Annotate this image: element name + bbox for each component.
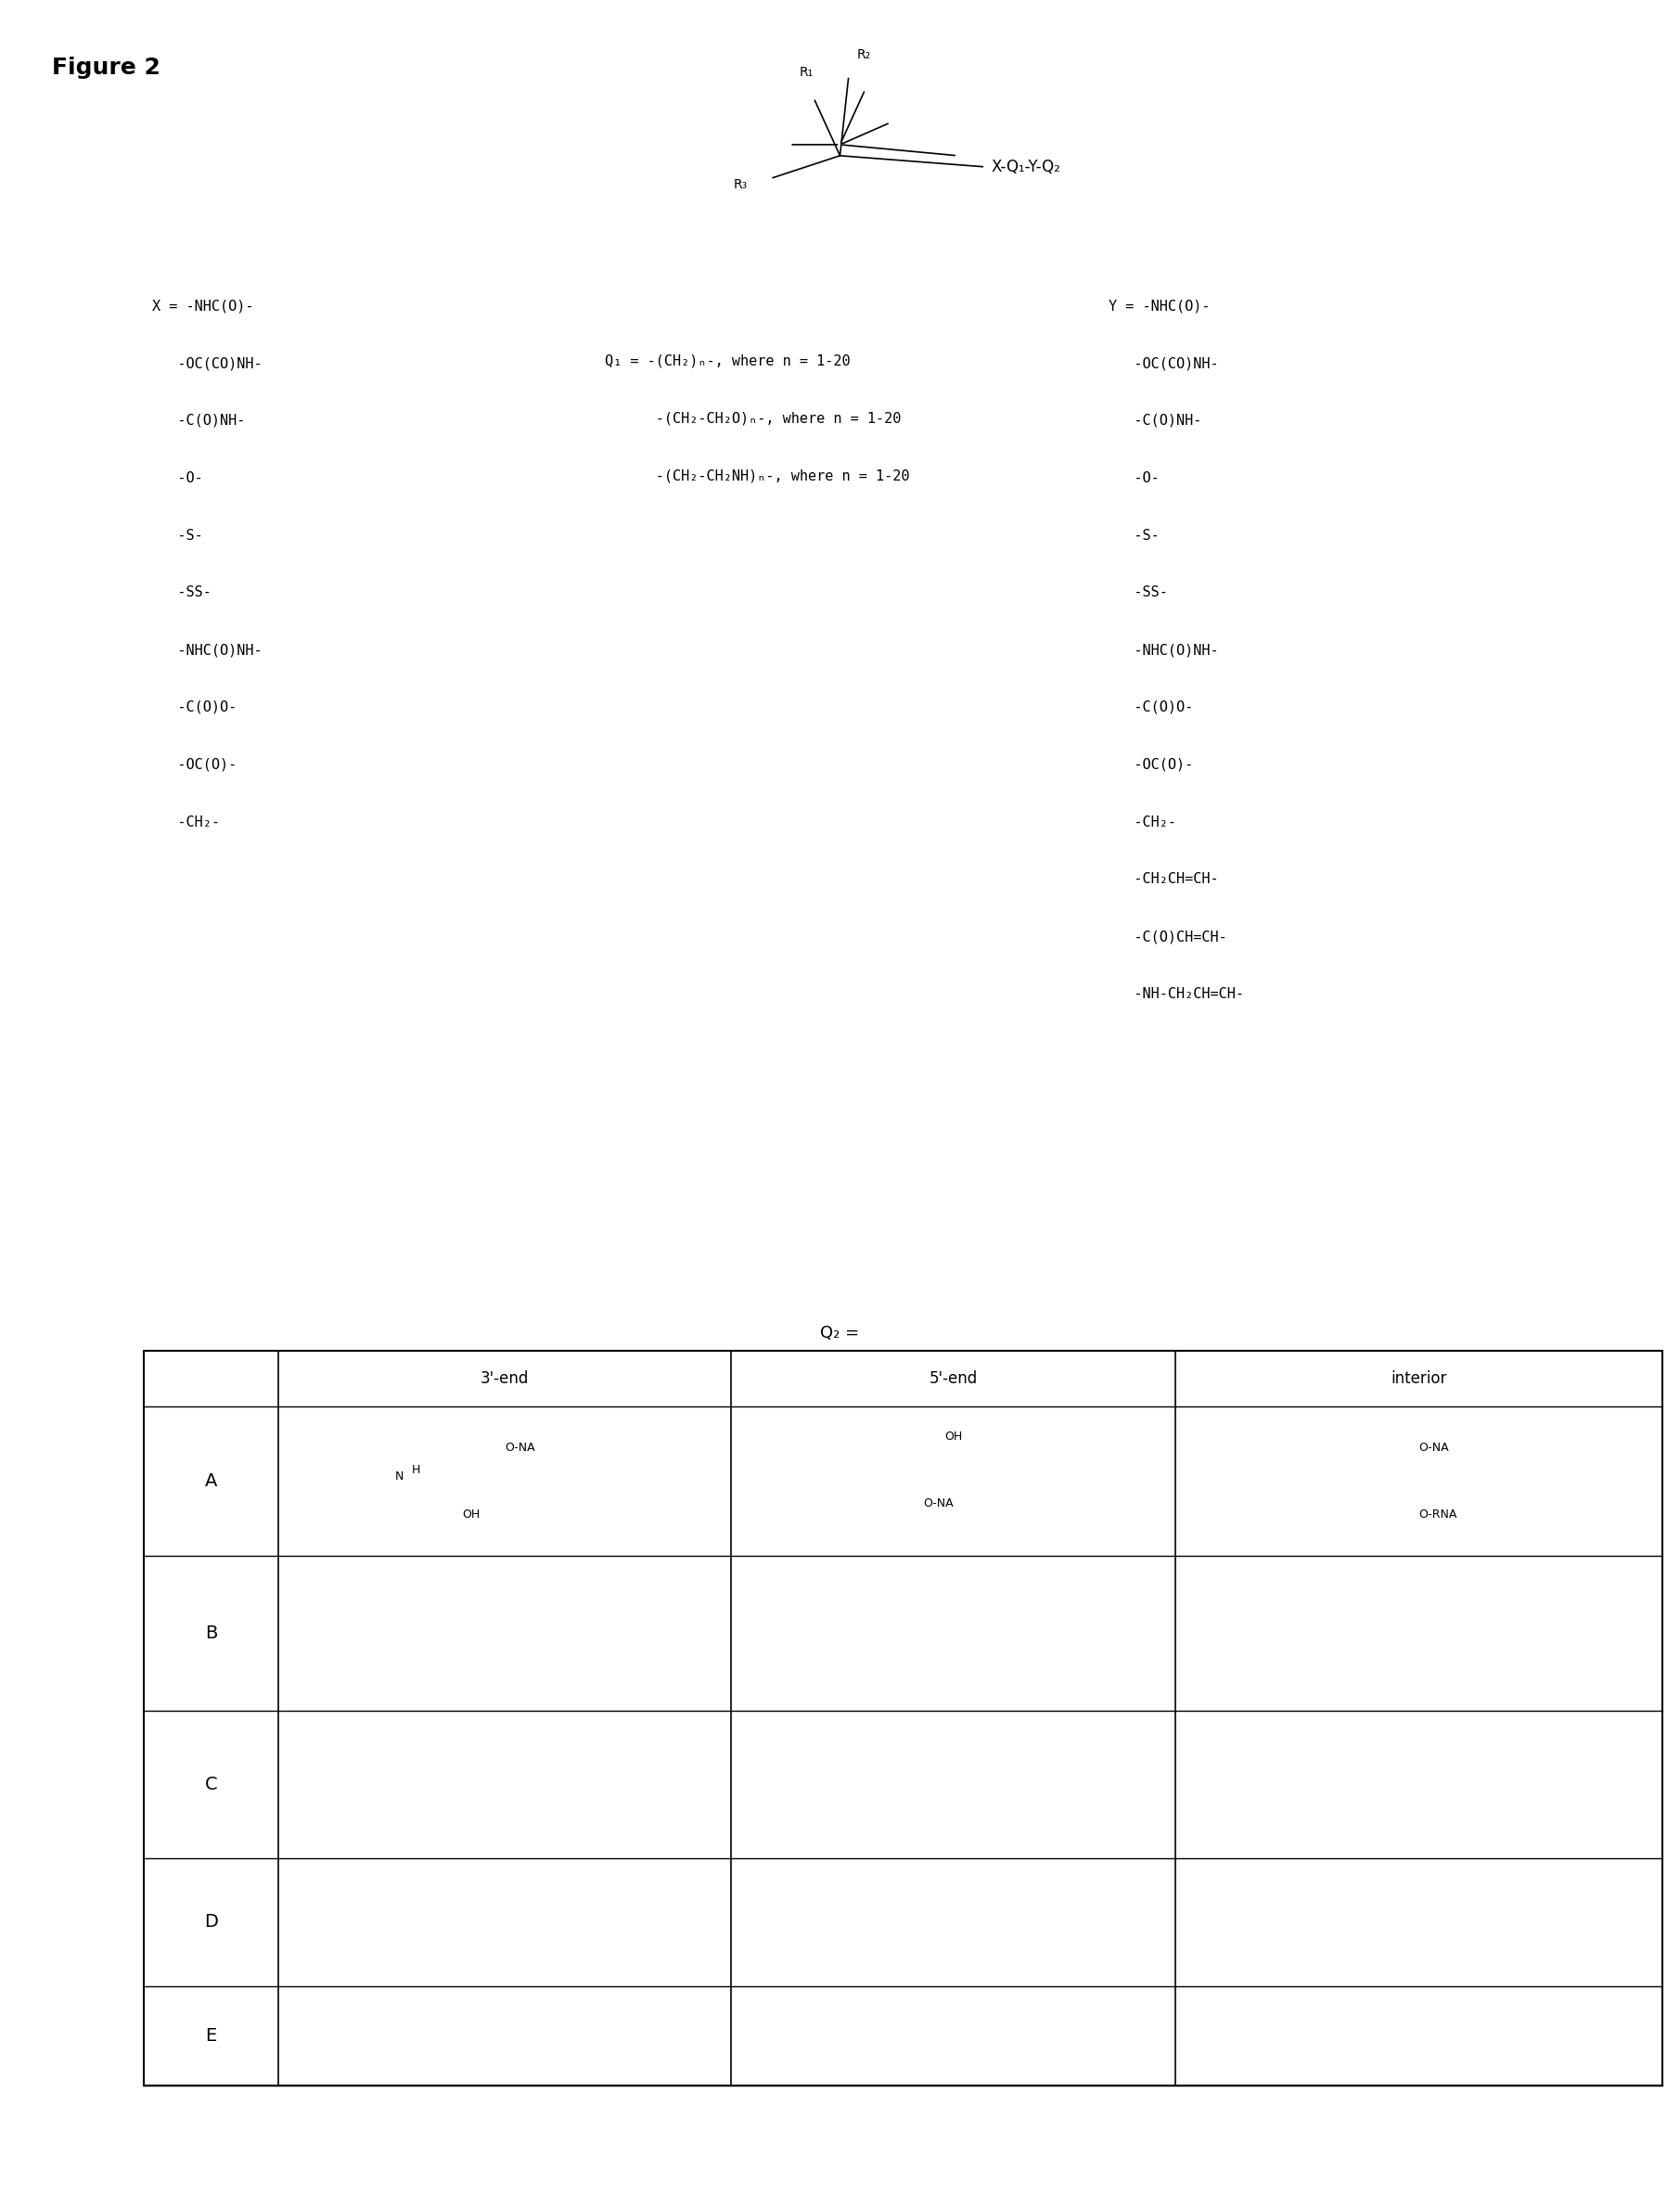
Text: Q₂ =: Q₂ = (820, 1325, 860, 1340)
Text: O-NA: O-NA (1418, 1442, 1448, 1455)
Text: -OC(CO)NH-: -OC(CO)NH- (1109, 355, 1218, 371)
Text: -S-: -S- (1109, 528, 1159, 543)
Text: Q₁ = -(CH₂)ₙ-, where n = 1-20: Q₁ = -(CH₂)ₙ-, where n = 1-20 (605, 353, 850, 369)
Text: -O-: -O- (153, 470, 203, 486)
Text: A: A (205, 1473, 217, 1490)
Text: -CH₂-: -CH₂- (1109, 815, 1176, 828)
Text: 5'-end: 5'-end (929, 1371, 978, 1387)
Text: Figure 2: Figure 2 (52, 57, 160, 79)
Text: -(CH₂-CH₂O)ₙ-, where n = 1-20: -(CH₂-CH₂O)ₙ-, where n = 1-20 (605, 411, 902, 426)
Text: -OC(CO)NH-: -OC(CO)NH- (153, 355, 262, 371)
Text: 3'-end: 3'-end (480, 1371, 529, 1387)
Text: -S-: -S- (153, 528, 203, 543)
Text: -C(O)CH=CH-: -C(O)CH=CH- (1109, 930, 1226, 943)
Text: -OC(O)-: -OC(O)- (153, 757, 237, 771)
Text: E: E (205, 2027, 217, 2045)
Text: O-NA: O-NA (504, 1442, 534, 1455)
Text: interior: interior (1391, 1371, 1446, 1387)
Text: OH: OH (944, 1431, 963, 1444)
Text: -C(O)NH-: -C(O)NH- (1109, 413, 1201, 428)
Text: R₁: R₁ (800, 66, 813, 79)
Text: R₂: R₂ (857, 49, 870, 62)
Text: O-RNA: O-RNA (1418, 1508, 1457, 1521)
Text: -SS-: -SS- (1109, 585, 1168, 601)
Text: -NH-CH₂CH=CH-: -NH-CH₂CH=CH- (1109, 987, 1243, 1000)
Text: -O-: -O- (1109, 470, 1159, 486)
Text: OH: OH (462, 1508, 480, 1521)
Text: O-NA: O-NA (922, 1497, 953, 1510)
Text: -CH₂-: -CH₂- (153, 815, 220, 828)
Text: X = -NHC(O)-: X = -NHC(O)- (153, 298, 254, 314)
Text: D: D (203, 1914, 218, 1932)
Text: B: B (205, 1625, 217, 1643)
Text: X-Q₁-Y-Q₂: X-Q₁-Y-Q₂ (991, 159, 1060, 174)
Text: -SS-: -SS- (153, 585, 212, 601)
Text: -(CH₂-CH₂NH)ₙ-, where n = 1-20: -(CH₂-CH₂NH)ₙ-, where n = 1-20 (605, 468, 911, 484)
Text: -OC(O)-: -OC(O)- (1109, 757, 1193, 771)
Text: -C(O)NH-: -C(O)NH- (153, 413, 245, 428)
Text: Y = -NHC(O)-: Y = -NHC(O)- (1109, 298, 1210, 314)
Text: -C(O)O-: -C(O)O- (153, 700, 237, 715)
Text: -NHC(O)NH-: -NHC(O)NH- (153, 643, 262, 658)
Text: H: H (412, 1464, 420, 1477)
Text: R₃: R₃ (734, 179, 748, 190)
Text: C: C (205, 1775, 217, 1793)
Text: N: N (395, 1471, 403, 1484)
Text: -C(O)O-: -C(O)O- (1109, 700, 1193, 715)
Text: -CH₂CH=CH-: -CH₂CH=CH- (1109, 872, 1218, 885)
Text: -NHC(O)NH-: -NHC(O)NH- (1109, 643, 1218, 658)
Bar (144, 1351, 1662, 2084)
